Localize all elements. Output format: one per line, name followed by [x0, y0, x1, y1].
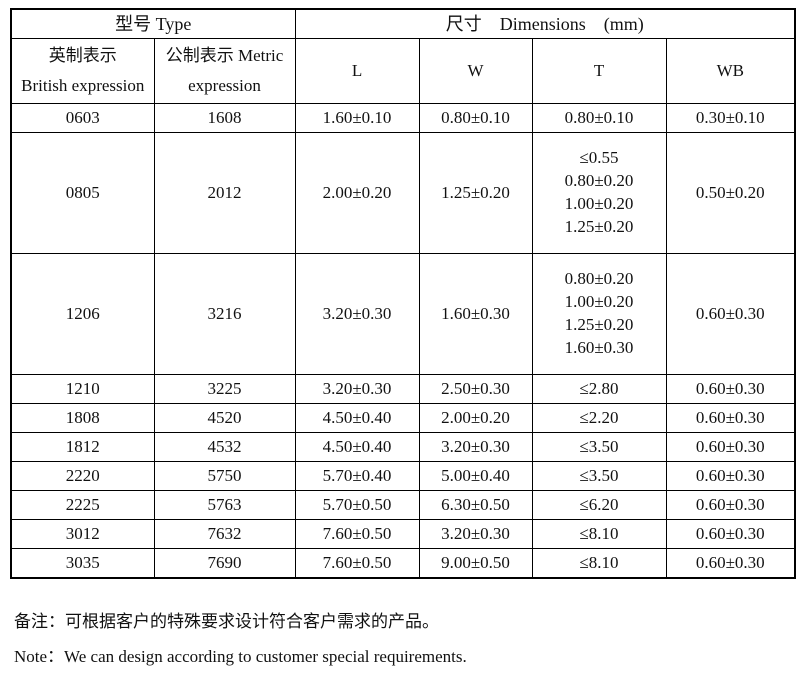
- note-chinese: 备注：可根据客户的特殊要求设计符合客户需求的产品。: [14, 612, 439, 631]
- cell-t: 0.80±0.10: [531, 103, 667, 133]
- table-row: 0603 1608 1.60±0.10 0.80±0.10 0.80±0.10 …: [10, 103, 796, 133]
- cell-metric: 5750: [153, 461, 296, 491]
- cell-wb: 0.60±0.30: [665, 490, 796, 520]
- cell-t: ≤2.80: [531, 374, 667, 404]
- table-row: 1808 4520 4.50±0.40 2.00±0.20 ≤2.20 0.60…: [10, 403, 796, 433]
- table-row: 2220 5750 5.70±0.40 5.00±0.40 ≤3.50 0.60…: [10, 461, 796, 491]
- table-row: 0805 2012 2.00±0.20 1.25±0.20 ≤0.55 0.80…: [10, 132, 796, 254]
- cell-w: 3.20±0.30: [418, 519, 533, 549]
- table-row: 1206 3216 3.20±0.30 1.60±0.30 0.80±0.20 …: [10, 253, 796, 375]
- cell-t: ≤8.10: [531, 548, 667, 579]
- cell-w: 2.50±0.30: [418, 374, 533, 404]
- cell-w: 2.00±0.20: [418, 403, 533, 433]
- cell-l: 5.70±0.40: [294, 461, 420, 491]
- cell-l: 7.60±0.50: [294, 519, 420, 549]
- cell-british: 1206: [10, 253, 155, 375]
- cell-wb: 0.60±0.30: [665, 548, 796, 579]
- cell-l: 3.20±0.30: [294, 253, 420, 375]
- footer-notes: 备注：可根据客户的特殊要求设计符合客户需求的产品。 Note：We can de…: [14, 612, 784, 682]
- cell-t: ≤0.55 0.80±0.20 1.00±0.20 1.25±0.20: [531, 132, 667, 254]
- note-english: Note：We can design according to customer…: [14, 647, 467, 666]
- table-row: 3012 7632 7.60±0.50 3.20±0.30 ≤8.10 0.60…: [10, 519, 796, 549]
- cell-metric: 1608: [153, 103, 296, 133]
- cell-w: 1.60±0.30: [418, 253, 533, 375]
- cell-british: 1210: [10, 374, 155, 404]
- cell-metric: 7632: [153, 519, 296, 549]
- cell-metric: 3216: [153, 253, 296, 375]
- col-header-metric-expression: 公制表示 Metric expression: [153, 38, 296, 104]
- cell-t: 0.80±0.20 1.00±0.20 1.25±0.20 1.60±0.30: [531, 253, 667, 375]
- cell-w: 9.00±0.50: [418, 548, 533, 579]
- col-header-t: T: [531, 38, 667, 104]
- cell-british: 0805: [10, 132, 155, 254]
- cell-wb: 0.60±0.30: [665, 461, 796, 491]
- cell-metric: 7690: [153, 548, 296, 579]
- cell-l: 4.50±0.40: [294, 403, 420, 433]
- cell-british: 2220: [10, 461, 155, 491]
- cell-british: 1812: [10, 432, 155, 462]
- table-row: 1210 3225 3.20±0.30 2.50±0.30 ≤2.80 0.60…: [10, 374, 796, 404]
- col-header-w: W: [418, 38, 533, 104]
- cell-metric: 5763: [153, 490, 296, 520]
- cell-wb: 0.60±0.30: [665, 374, 796, 404]
- cell-l: 7.60±0.50: [294, 548, 420, 579]
- cell-wb: 0.60±0.30: [665, 432, 796, 462]
- cell-wb: 0.60±0.30: [665, 519, 796, 549]
- cell-t: ≤8.10: [531, 519, 667, 549]
- dimensions-table: 型号 Type 尺寸 Dimensions (mm) 英制表示 British …: [10, 8, 797, 579]
- cell-t: ≤2.20: [531, 403, 667, 433]
- cell-w: 1.25±0.20: [418, 132, 533, 254]
- cell-british: 1808: [10, 403, 155, 433]
- cell-l: 3.20±0.30: [294, 374, 420, 404]
- table-row: 1812 4532 4.50±0.40 3.20±0.30 ≤3.50 0.60…: [10, 432, 796, 462]
- cell-l: 5.70±0.50: [294, 490, 420, 520]
- cell-british: 3012: [10, 519, 155, 549]
- table-group-header-row: 型号 Type 尺寸 Dimensions (mm): [10, 8, 796, 39]
- cell-t: ≤3.50: [531, 461, 667, 491]
- cell-british: 0603: [10, 103, 155, 133]
- cell-w: 0.80±0.10: [418, 103, 533, 133]
- dimensions-group-header: 尺寸 Dimensions (mm): [294, 8, 796, 39]
- type-group-header: 型号 Type: [10, 8, 296, 39]
- cell-british: 2225: [10, 490, 155, 520]
- cell-british: 3035: [10, 548, 155, 579]
- table-row: 3035 7690 7.60±0.50 9.00±0.50 ≤8.10 0.60…: [10, 548, 796, 579]
- cell-wb: 0.60±0.30: [665, 253, 796, 375]
- cell-t: ≤6.20: [531, 490, 667, 520]
- cell-l: 4.50±0.40: [294, 432, 420, 462]
- cell-wb: 0.60±0.30: [665, 403, 796, 433]
- cell-w: 5.00±0.40: [418, 461, 533, 491]
- col-header-wb: WB: [665, 38, 796, 104]
- table-row: 2225 5763 5.70±0.50 6.30±0.50 ≤6.20 0.60…: [10, 490, 796, 520]
- cell-w: 6.30±0.50: [418, 490, 533, 520]
- cell-metric: 4520: [153, 403, 296, 433]
- table-column-header-row: 英制表示 British expression 公制表示 Metric expr…: [10, 38, 796, 104]
- col-header-l: L: [294, 38, 420, 104]
- cell-metric: 3225: [153, 374, 296, 404]
- cell-metric: 4532: [153, 432, 296, 462]
- col-header-british-expression: 英制表示 British expression: [10, 38, 155, 104]
- cell-metric: 2012: [153, 132, 296, 254]
- cell-l: 2.00±0.20: [294, 132, 420, 254]
- cell-w: 3.20±0.30: [418, 432, 533, 462]
- cell-t: ≤3.50: [531, 432, 667, 462]
- cell-l: 1.60±0.10: [294, 103, 420, 133]
- cell-wb: 0.30±0.10: [665, 103, 796, 133]
- cell-wb: 0.50±0.20: [665, 132, 796, 254]
